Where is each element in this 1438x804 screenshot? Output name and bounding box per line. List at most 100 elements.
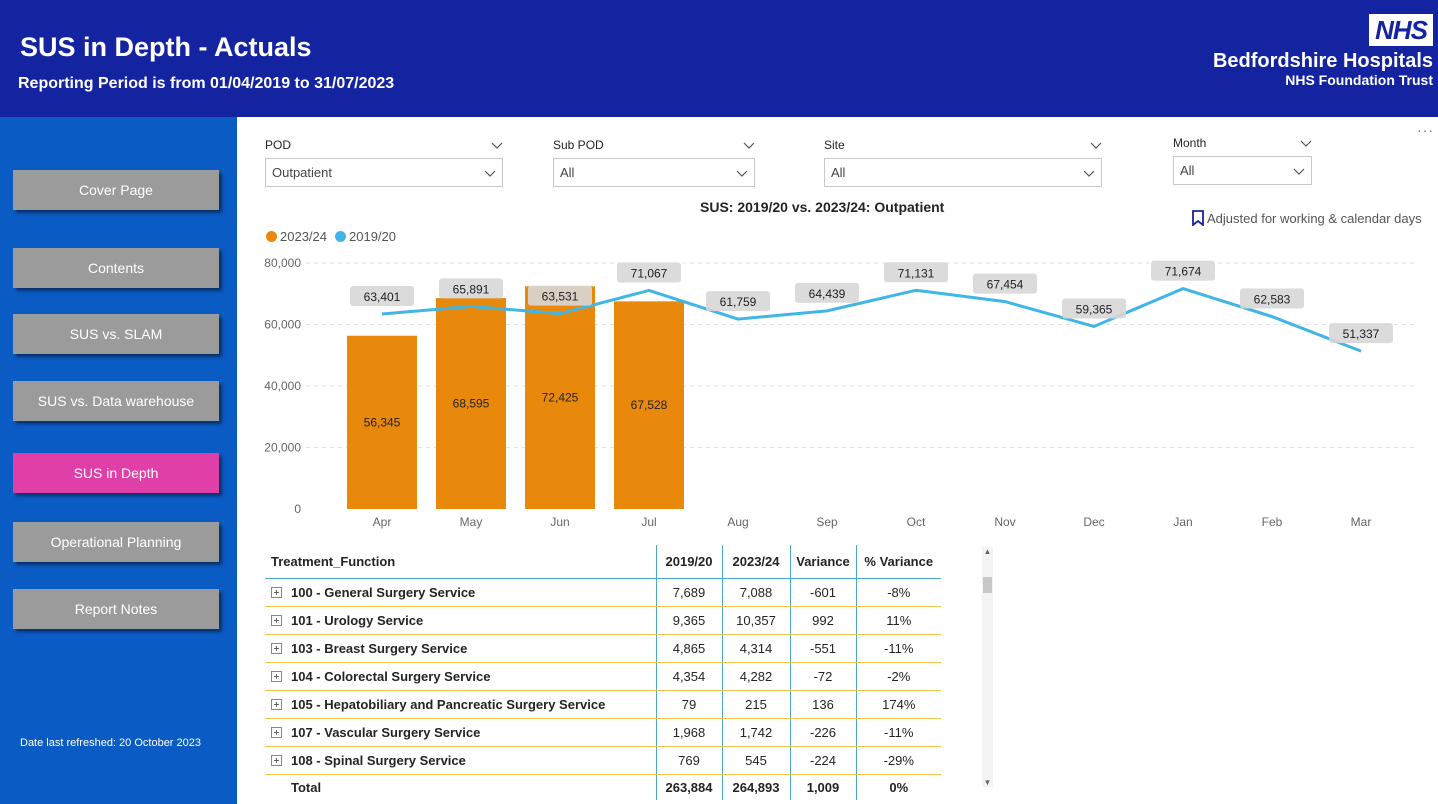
column-header-variance[interactable]: Variance: [789, 545, 856, 579]
scroll-down-icon[interactable]: ▼: [983, 778, 992, 787]
line-data-label-bg: [1151, 260, 1215, 281]
line-data-label: 62,583: [1254, 293, 1291, 307]
column-header-pct-variance[interactable]: % Variance: [855, 545, 941, 579]
nav-sus-vs-data-warehouse-button[interactable]: SUS vs. Data warehouse: [13, 381, 219, 421]
total-cell: 0%: [855, 774, 941, 800]
treatment-function-table: Treatment_Function 2019/20 2023/24 Varia…: [265, 545, 941, 800]
x-tick-label: Jul: [641, 515, 656, 529]
scroll-thumb[interactable]: [983, 577, 992, 593]
combo-chart: 0 20,000 40,000 60,000 80,000 Apr May Jun Jul Aug…: [264, 256, 1415, 529]
table-cell: -601: [789, 578, 856, 607]
table-row[interactable]: 103 - Breast Surgery Service 4,865 4,314 -5…: [265, 634, 941, 663]
month-dropdown[interactable]: All: [1173, 156, 1312, 185]
table-total-row: Total 263,884 264,893 1,009 0%: [265, 774, 941, 800]
x-tick-label: Feb: [1262, 515, 1283, 529]
expand-plus-icon[interactable]: [271, 670, 282, 682]
bar-2023-24[interactable]: [436, 298, 506, 509]
nav-contents-button[interactable]: Contents: [13, 248, 219, 288]
line-data-label-bg: [1329, 323, 1393, 344]
legend-item-2023-24[interactable]: 2023/24: [266, 229, 327, 244]
expand-plus-icon[interactable]: [271, 726, 282, 738]
table-cell: -551: [789, 634, 856, 663]
y-tick-label: 20,000: [264, 441, 301, 455]
expand-plus-icon[interactable]: [271, 754, 282, 766]
table-cell: -29%: [855, 746, 941, 775]
bar-2023-24[interactable]: [525, 286, 595, 509]
table-cell: 7,088: [721, 578, 790, 607]
nav-report-notes-button[interactable]: Report Notes: [13, 589, 219, 629]
table-scrollbar[interactable]: ▲ ▼: [982, 547, 993, 787]
column-header-treatment-function[interactable]: Treatment_Function: [265, 545, 656, 579]
bar-2023-24[interactable]: [614, 301, 684, 509]
table-cell: 4,314: [721, 634, 790, 663]
expand-plus-icon[interactable]: [271, 698, 282, 710]
nav-sus-vs-slam-button[interactable]: SUS vs. SLAM: [13, 314, 219, 354]
legend-item-2019-20[interactable]: 2019/20: [335, 229, 396, 244]
expand-plus-icon[interactable]: [271, 642, 282, 654]
x-tick-label: Jun: [550, 515, 569, 529]
table-cell: -224: [789, 746, 856, 775]
table-cell: 7,689: [655, 578, 722, 607]
table-cell: 992: [789, 606, 856, 635]
table-cell: -11%: [855, 634, 941, 663]
pod-slicer: POD Outpatient: [265, 138, 503, 187]
table-cell: -72: [789, 662, 856, 691]
legend-dot: [266, 231, 277, 242]
chevron-down-icon: [736, 170, 748, 177]
chevron-down-icon: [484, 170, 496, 177]
bar-data-label: 68,595: [453, 397, 490, 411]
column-header-2023-24[interactable]: 2023/24: [721, 545, 790, 579]
x-tick-label: Jan: [1173, 515, 1192, 529]
row-label-text: 105 - Hepatobiliary and Pancreatic Surge…: [291, 696, 606, 712]
line-data-label: 61,759: [720, 295, 757, 309]
x-tick-label: Dec: [1083, 515, 1104, 529]
x-tick-label: Nov: [994, 515, 1015, 529]
bar-data-label: 67,528: [631, 398, 668, 412]
table-header-row: Treatment_Function 2019/20 2023/24 Varia…: [265, 545, 941, 579]
pod-dropdown[interactable]: Outpatient: [265, 158, 503, 187]
total-label: Total: [291, 779, 322, 795]
table-row[interactable]: 101 - Urology Service 9,365 10,357 992 11%: [265, 606, 941, 635]
table-row[interactable]: 105 - Hepatobiliary and Pancreatic Surge…: [265, 690, 941, 719]
table-row[interactable]: 104 - Colorectal Surgery Service 4,354 4,2…: [265, 662, 941, 691]
line-data-label-bg: [1240, 288, 1304, 309]
chevron-down-icon[interactable]: [1090, 139, 1102, 151]
chevron-down-icon: [1293, 168, 1305, 175]
site-dropdown[interactable]: All: [824, 158, 1102, 187]
subpod-slicer: Sub POD All: [553, 138, 755, 187]
chevron-down-icon[interactable]: [743, 139, 755, 151]
line-data-label-bg: [350, 286, 414, 307]
total-cell: 1,009: [789, 774, 856, 800]
table-row[interactable]: 107 - Vascular Surgery Service 1,968 1,742…: [265, 718, 941, 747]
expand-plus-icon[interactable]: [271, 586, 282, 598]
subpod-slicer-label: Sub POD: [553, 138, 604, 152]
month-slicer: Month All: [1173, 136, 1312, 185]
line-data-label-bg: [795, 282, 859, 303]
legend-label: 2023/24: [280, 229, 327, 244]
table-row[interactable]: 100 - General Surgery Service 7,689 7,088-…: [265, 578, 941, 607]
line-data-label: 59,365: [1076, 302, 1113, 316]
line-data-label: 65,891: [453, 282, 490, 296]
nav-operational-planning-button[interactable]: Operational Planning: [13, 522, 219, 562]
pod-dropdown-value: Outpatient: [272, 165, 332, 180]
column-header-2019-20[interactable]: 2019/20: [655, 545, 722, 579]
x-tick-label: Sep: [816, 515, 838, 529]
row-label: 104 - Colorectal Surgery Service: [265, 662, 656, 691]
table-cell: -2%: [855, 662, 941, 691]
bar-2023-24[interactable]: [347, 335, 417, 509]
nav-sus-in-depth-button[interactable]: SUS in Depth: [13, 453, 219, 493]
line-data-label: 71,131: [898, 266, 935, 280]
subpod-dropdown[interactable]: All: [553, 158, 755, 187]
table-row[interactable]: 108 - Spinal Surgery Service 769 545 -224 -2…: [265, 746, 941, 775]
table-cell: 11%: [855, 606, 941, 635]
expand-plus-icon[interactable]: [271, 614, 282, 626]
scroll-up-icon[interactable]: ▲: [983, 547, 992, 556]
line-data-label-bg: [617, 262, 681, 283]
nav-cover-page-button[interactable]: Cover Page: [13, 170, 219, 210]
chevron-down-icon[interactable]: [1300, 137, 1312, 149]
chevron-down-icon[interactable]: [491, 139, 503, 151]
more-options-icon[interactable]: ···: [1417, 122, 1434, 138]
last-refreshed-text: Date last refreshed: 20 October 2023: [20, 737, 201, 749]
adjusted-note[interactable]: Adjusted for working & calendar days: [1192, 210, 1422, 226]
x-tick-label: Apr: [373, 515, 392, 529]
